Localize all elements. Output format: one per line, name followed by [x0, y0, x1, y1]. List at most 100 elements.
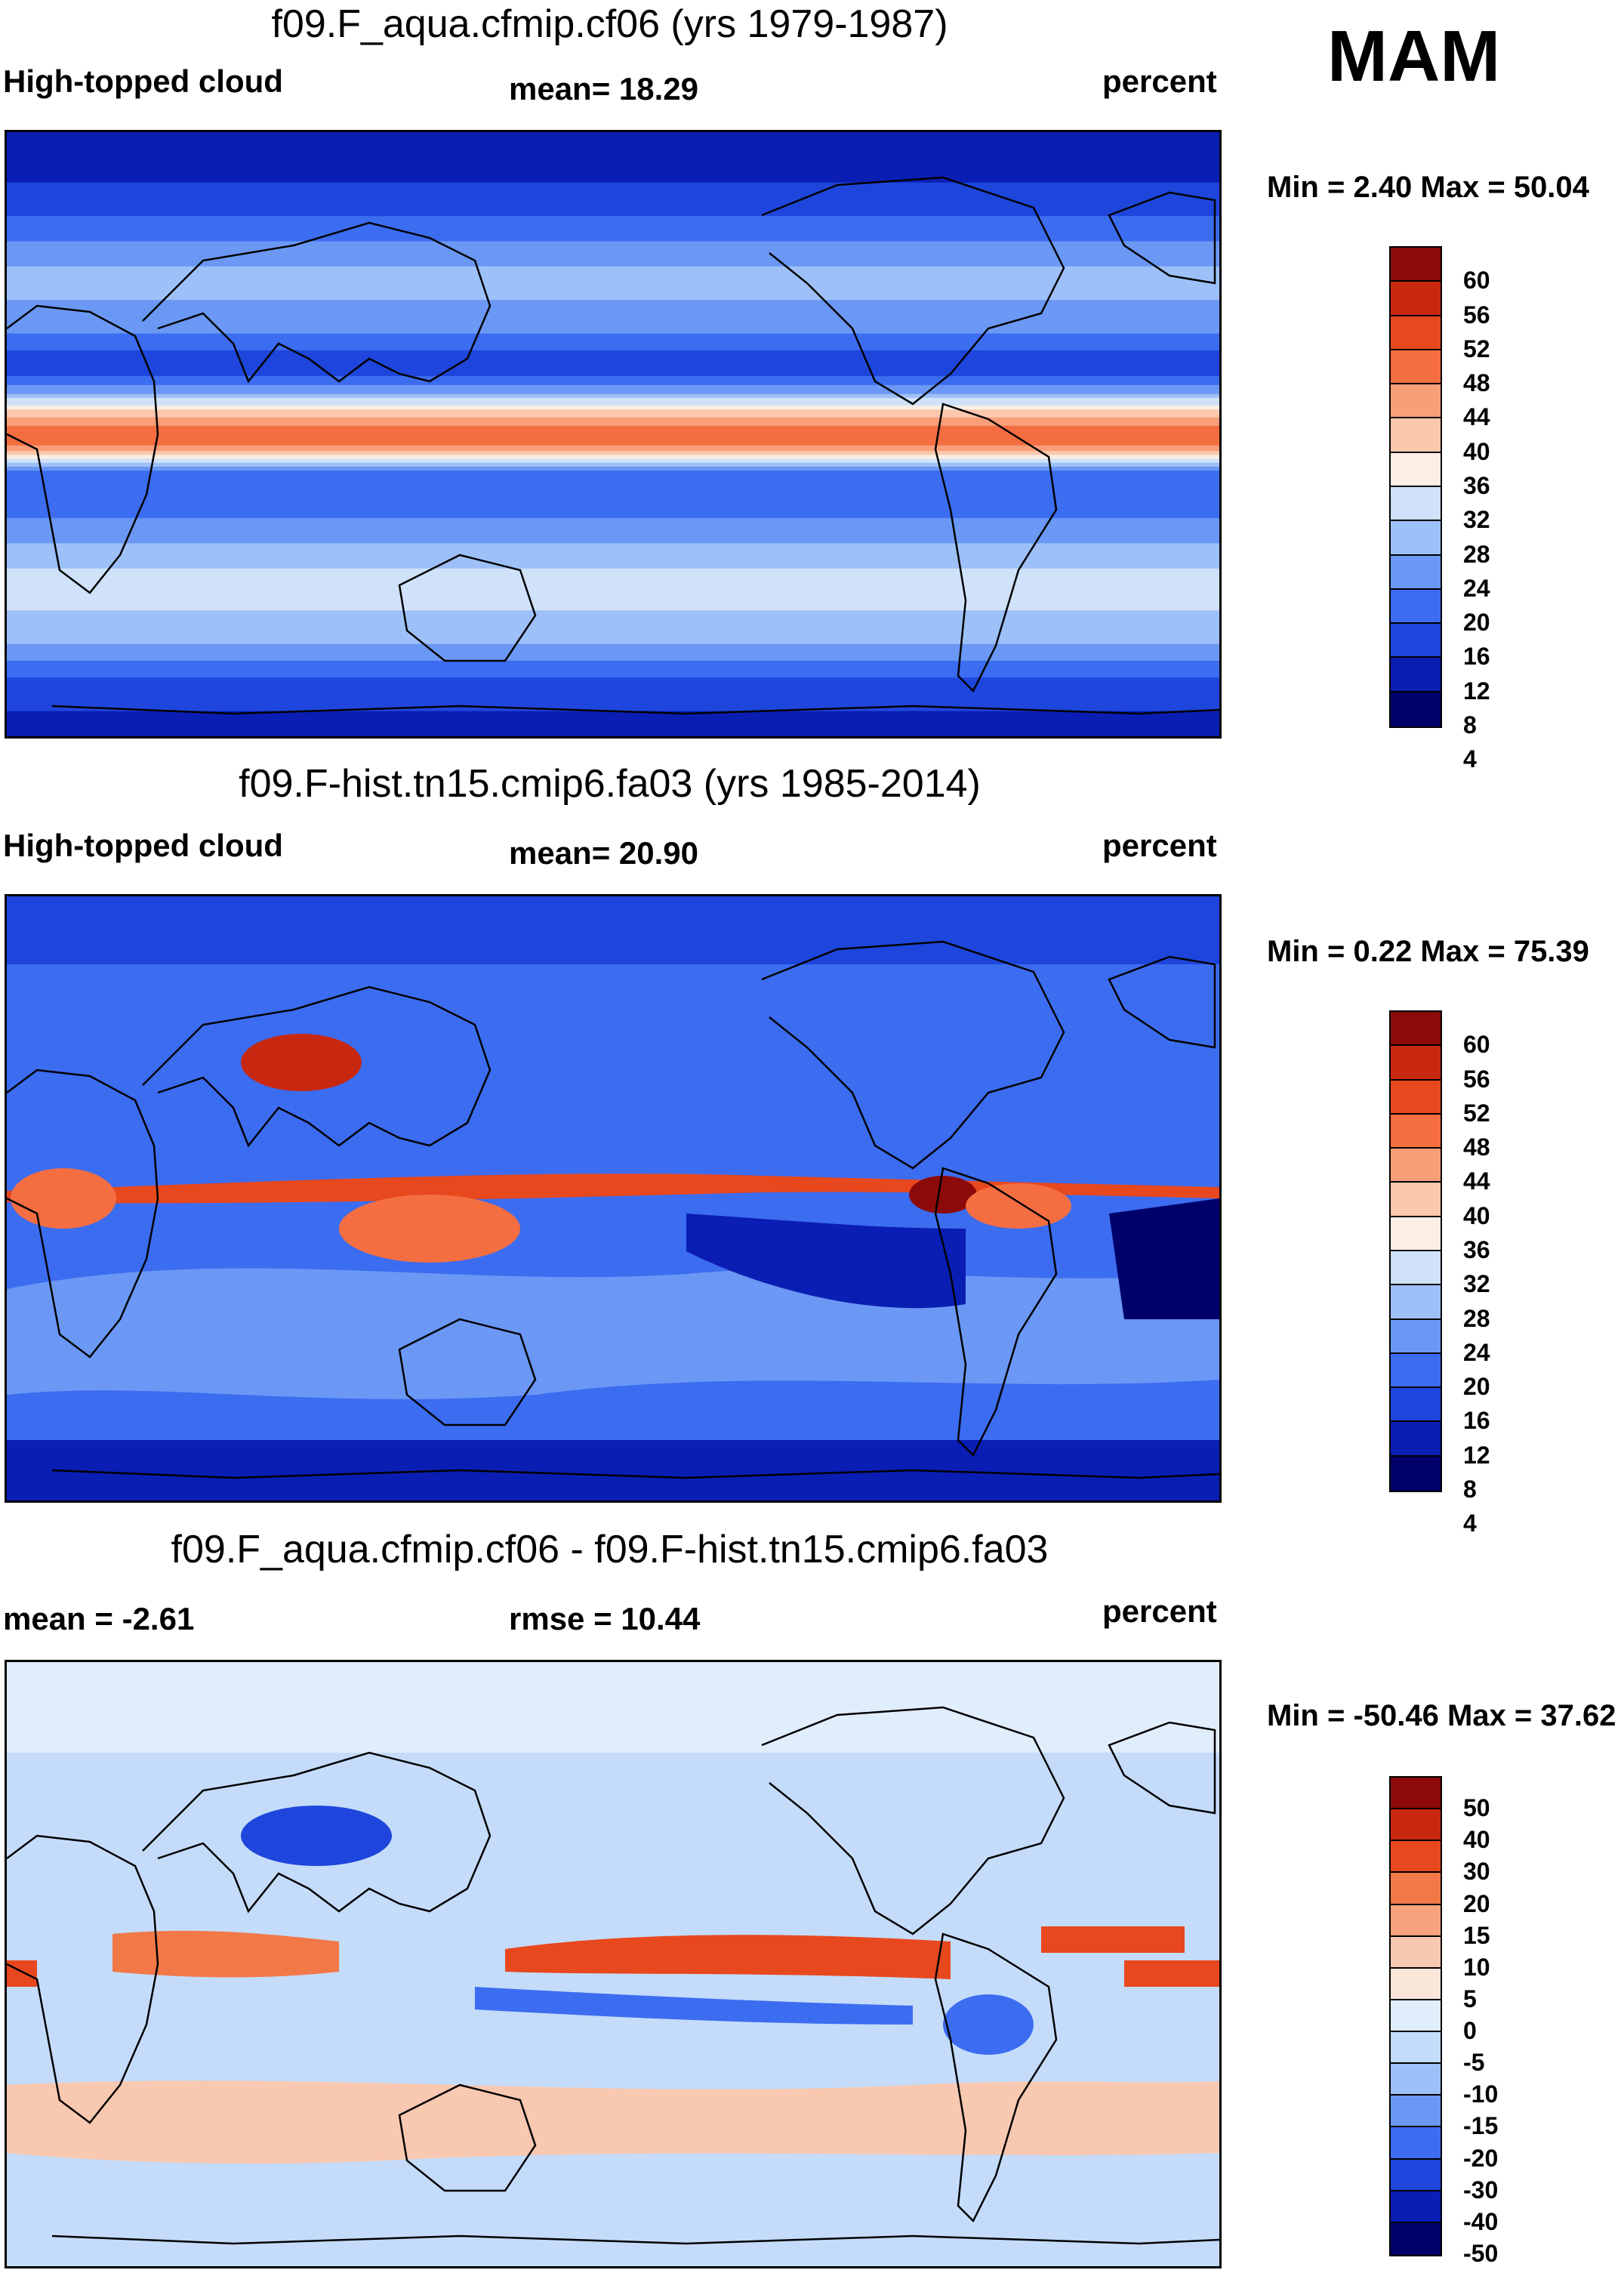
colorbar-tick-label: 12	[1463, 677, 1490, 705]
panel-1-mean: mean= 18.29	[509, 71, 699, 106]
colorbar-tick-label: -15	[1463, 2112, 1499, 2140]
colorbar-swatch	[1391, 1217, 1441, 1251]
colorbar-swatch	[1391, 2127, 1441, 2160]
zonal-band	[7, 367, 1219, 372]
colorbar-tick-label: 48	[1463, 369, 1490, 397]
season-label: MAM	[1327, 16, 1501, 97]
zonal-band	[7, 458, 1219, 464]
colorbar-swatch	[1391, 1251, 1441, 1286]
zonal-band	[7, 602, 1219, 611]
zonal-band	[7, 694, 1219, 704]
colorbar-tick-label: 60	[1463, 1031, 1490, 1059]
colorbar-swatch	[1391, 2096, 1441, 2128]
zonal-band	[7, 216, 1219, 225]
panel-2-coastlines	[7, 940, 1219, 1479]
colorbar-tick-label: 36	[1463, 472, 1490, 499]
colorbar-tick-label: 32	[1463, 506, 1490, 534]
panel-3-amazon-negative	[943, 1994, 1034, 2055]
panel-3-atlantic-positive-east	[1124, 1960, 1219, 1987]
colorbar-swatch	[1391, 1285, 1441, 1320]
zonal-band	[7, 523, 1219, 530]
panel-3-rmse: rmse = 10.44	[509, 1601, 701, 1636]
panel-1-coastlines	[7, 176, 1219, 715]
zonal-band	[7, 434, 1219, 438]
zonal-band	[7, 496, 1219, 502]
colorbar-tick-label: 60	[1463, 267, 1490, 295]
zonal-band	[7, 333, 1219, 340]
panel-3-colorbar-labels: 50 40 30 20 15 10 5 0 -5 -10 -15 -20 -30 -40 -50	[1463, 1776, 1554, 2265]
zonal-band	[7, 224, 1219, 233]
zonal-band	[7, 652, 1219, 662]
zonal-band	[7, 233, 1219, 242]
colorbar-tick-label: 50	[1463, 1794, 1490, 1822]
zonal-band	[7, 686, 1219, 695]
colorbar-swatch	[1391, 1149, 1441, 1183]
colorbar-swatch	[1391, 2222, 1441, 2255]
panel-2-andes-max	[909, 1176, 977, 1214]
panel-3-arctic-band	[7, 1662, 1219, 1753]
zonal-band	[7, 417, 1219, 421]
colorbar-tick-label: 20	[1463, 1373, 1490, 1401]
colorbar-tick-label: 20	[1463, 609, 1490, 637]
colorbar-tick-label: 56	[1463, 1065, 1490, 1093]
colorbar-swatch	[1391, 1778, 1441, 1810]
zonal-band	[7, 431, 1219, 435]
colorbar-tick-label: 44	[1463, 403, 1490, 431]
colorbar-tick-label: 16	[1463, 643, 1490, 671]
zonal-band	[7, 483, 1219, 489]
panel-3-units: percent	[1102, 1593, 1217, 1629]
zonal-band	[7, 455, 1219, 460]
zonal-band	[7, 258, 1219, 267]
zonal-band	[7, 445, 1219, 449]
zonal-band	[7, 356, 1219, 362]
zonal-band	[7, 423, 1219, 427]
colorbar-swatch	[1391, 658, 1441, 692]
panel-2-antarctic-band	[7, 1440, 1219, 1500]
panel-2-colorbar-labels: 60 56 52 48 44 40 36 32 28 24 20 16 12 8 4	[1463, 1010, 1554, 1535]
colorbar-swatch	[1391, 2064, 1441, 2096]
colorbar-swatch	[1391, 452, 1441, 487]
zonal-band	[7, 585, 1219, 594]
panel-2-atlantic-minimum	[1109, 1198, 1219, 1319]
colorbar-tick-label: -10	[1463, 2080, 1499, 2108]
panel-3-coastlines	[7, 1706, 1219, 2245]
colorbar-tick-label: 36	[1463, 1236, 1490, 1263]
zonal-band	[7, 512, 1219, 519]
colorbar-swatch	[1391, 1422, 1441, 1457]
colorbar-swatch	[1391, 2191, 1441, 2223]
zonal-band	[7, 393, 1219, 399]
colorbar-swatch	[1391, 1873, 1441, 1905]
panel-1-units: percent	[1102, 63, 1217, 99]
colorbar-swatch	[1391, 486, 1441, 522]
zonal-band	[7, 165, 1219, 175]
panel-1-colorbar	[1389, 246, 1442, 728]
colorbar-tick-label: 4	[1463, 1510, 1477, 1537]
zonal-band	[7, 677, 1219, 686]
zonal-band	[7, 643, 1219, 653]
zonal-band	[7, 488, 1219, 493]
panel-1-map-svg	[7, 132, 1219, 736]
panel-2-variable: High-topped cloud	[3, 828, 283, 863]
zonal-band	[7, 361, 1219, 368]
zonal-band	[7, 466, 1219, 471]
colorbar-swatch	[1391, 1388, 1441, 1423]
colorbar-swatch	[1391, 1012, 1441, 1047]
zonal-band	[7, 443, 1219, 446]
panel-2-africa-max	[11, 1168, 116, 1229]
zonal-band	[7, 610, 1219, 619]
zonal-band	[7, 719, 1219, 729]
colorbar-tick-label: 52	[1463, 1099, 1490, 1127]
zonal-band	[7, 380, 1219, 386]
zonal-band	[7, 350, 1219, 356]
zonal-band	[7, 428, 1219, 432]
panel-2-arctic-band	[7, 896, 1219, 964]
colorbar-swatch	[1391, 1183, 1441, 1217]
panel-2-amazon-max	[966, 1183, 1071, 1229]
zonal-band	[7, 140, 1219, 150]
panel-3-southern-band	[7, 2080, 1219, 2164]
colorbar-tick-label: 8	[1463, 1476, 1477, 1503]
zonal-band	[7, 389, 1219, 395]
colorbar-tick-label: -5	[1463, 2049, 1485, 2077]
zonal-band	[7, 501, 1219, 507]
zonal-band	[7, 283, 1219, 292]
